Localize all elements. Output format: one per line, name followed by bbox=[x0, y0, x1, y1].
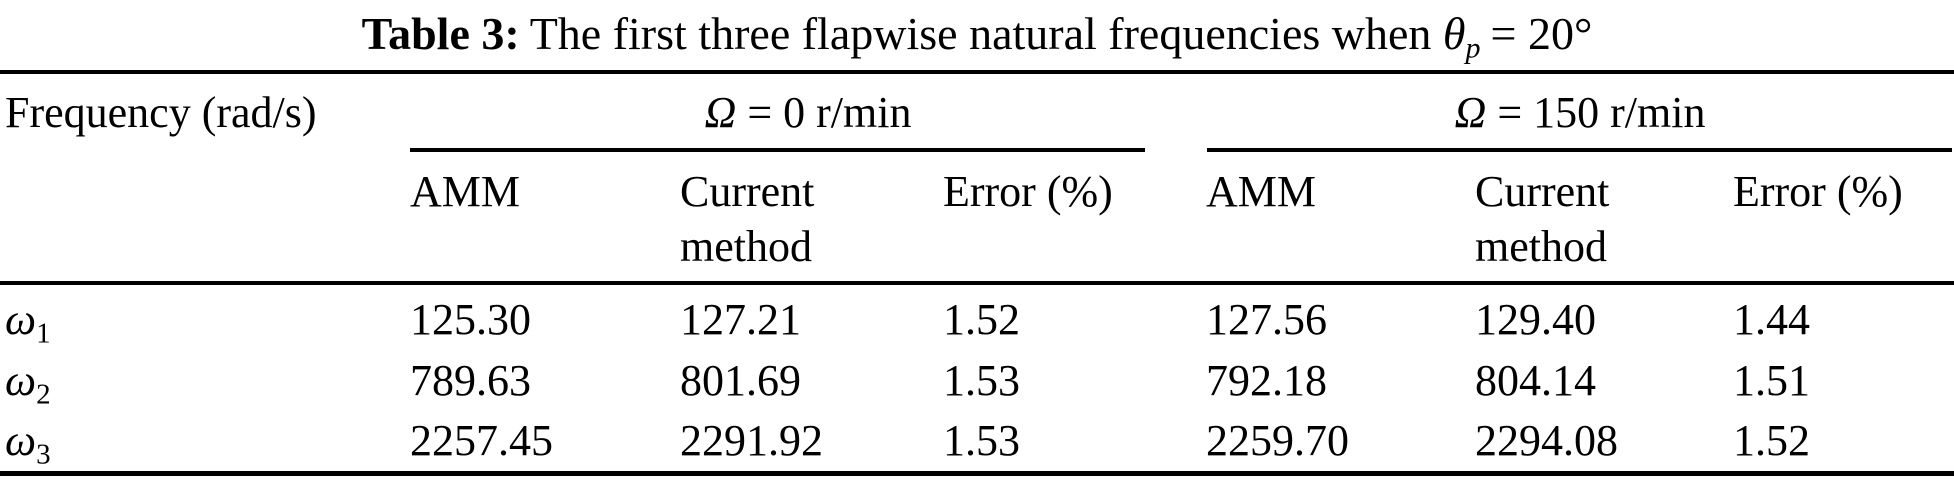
group-header-omega-150-value: = 150 r/min bbox=[1497, 88, 1706, 137]
subheader-spacer bbox=[5, 164, 410, 281]
table-caption-value: = 20° bbox=[1490, 8, 1593, 59]
bottom-rule bbox=[0, 471, 1954, 476]
cell-current-method: 2291.92 bbox=[680, 416, 823, 465]
subheader-amm-2: AMM bbox=[1206, 167, 1317, 216]
omega-subscript: 3 bbox=[36, 438, 51, 471]
omega-symbol: ω bbox=[5, 356, 37, 405]
cell-amm: 125.30 bbox=[410, 295, 531, 344]
theta-symbol: θ bbox=[1442, 8, 1466, 59]
omega-subscript: 1 bbox=[36, 317, 51, 350]
cell-error: 1.44 bbox=[1733, 295, 1810, 344]
group-header-omega-150: Ω = 150 r/min bbox=[1206, 88, 1954, 138]
cell-error: 1.52 bbox=[943, 295, 1020, 344]
cell-error: 1.51 bbox=[1733, 356, 1810, 405]
subheader-current-method-2: Current method bbox=[1475, 167, 1610, 271]
header-body-rule bbox=[0, 281, 1954, 285]
subheader-row: AMM Current method Error (%) AMM Current… bbox=[0, 152, 1954, 281]
cell-current-method: 804.14 bbox=[1475, 356, 1596, 405]
omega-symbol: ω bbox=[5, 416, 37, 465]
table-caption-number: Table 3: bbox=[361, 8, 520, 59]
cell-amm: 792.18 bbox=[1206, 356, 1327, 405]
cell-current-method: 127.21 bbox=[680, 295, 801, 344]
table-caption-text: The first three flapwise natural frequen… bbox=[529, 8, 1432, 59]
row-label-omega-1: ω1 bbox=[5, 295, 410, 348]
group-header-omega-0-value: = 0 r/min bbox=[747, 88, 912, 137]
table-body: ω1 125.30 127.21 1.52 127.56 129.40 1.44… bbox=[0, 285, 1954, 471]
row-label-omega-3: ω3 bbox=[5, 416, 410, 469]
cell-amm: 127.56 bbox=[1206, 295, 1327, 344]
row-label-omega-2: ω2 bbox=[5, 356, 410, 409]
theta-subscript: p bbox=[1465, 31, 1481, 65]
group-rules-row bbox=[0, 148, 1954, 152]
cell-current-method: 2294.08 bbox=[1475, 416, 1618, 465]
cell-error: 1.52 bbox=[1733, 416, 1810, 465]
group-header-omega-0: Ω = 0 r/min bbox=[410, 88, 1206, 138]
cell-current-method: 129.40 bbox=[1475, 295, 1596, 344]
group-header-row: Frequency (rad/s) Ω = 0 r/min Ω = 150 r/… bbox=[0, 74, 1954, 148]
cell-error: 1.53 bbox=[943, 356, 1020, 405]
subheader-error-1: Error (%) bbox=[943, 167, 1113, 216]
subheader-amm-1: AMM bbox=[410, 167, 521, 216]
subheader-error-2: Error (%) bbox=[1733, 167, 1903, 216]
subheader-current-method-1: Current method bbox=[680, 167, 815, 271]
cell-current-method: 801.69 bbox=[680, 356, 801, 405]
omega-capital-symbol: Ω bbox=[1454, 88, 1487, 137]
group-rule-right bbox=[1207, 148, 1952, 152]
cell-error: 1.53 bbox=[943, 416, 1020, 465]
cell-amm: 2257.45 bbox=[410, 416, 553, 465]
cell-amm: 789.63 bbox=[410, 356, 531, 405]
omega-capital-symbol: Ω bbox=[704, 88, 737, 137]
group-rule-left bbox=[410, 148, 1145, 152]
omega-symbol: ω bbox=[5, 295, 37, 344]
omega-subscript: 2 bbox=[36, 378, 51, 411]
table-caption: Table 3: The first three flapwise natural… bbox=[0, 0, 1954, 70]
column-header-frequency: Frequency (rad/s) bbox=[5, 88, 317, 137]
cell-amm: 2259.70 bbox=[1206, 416, 1349, 465]
top-rule bbox=[0, 70, 1954, 74]
